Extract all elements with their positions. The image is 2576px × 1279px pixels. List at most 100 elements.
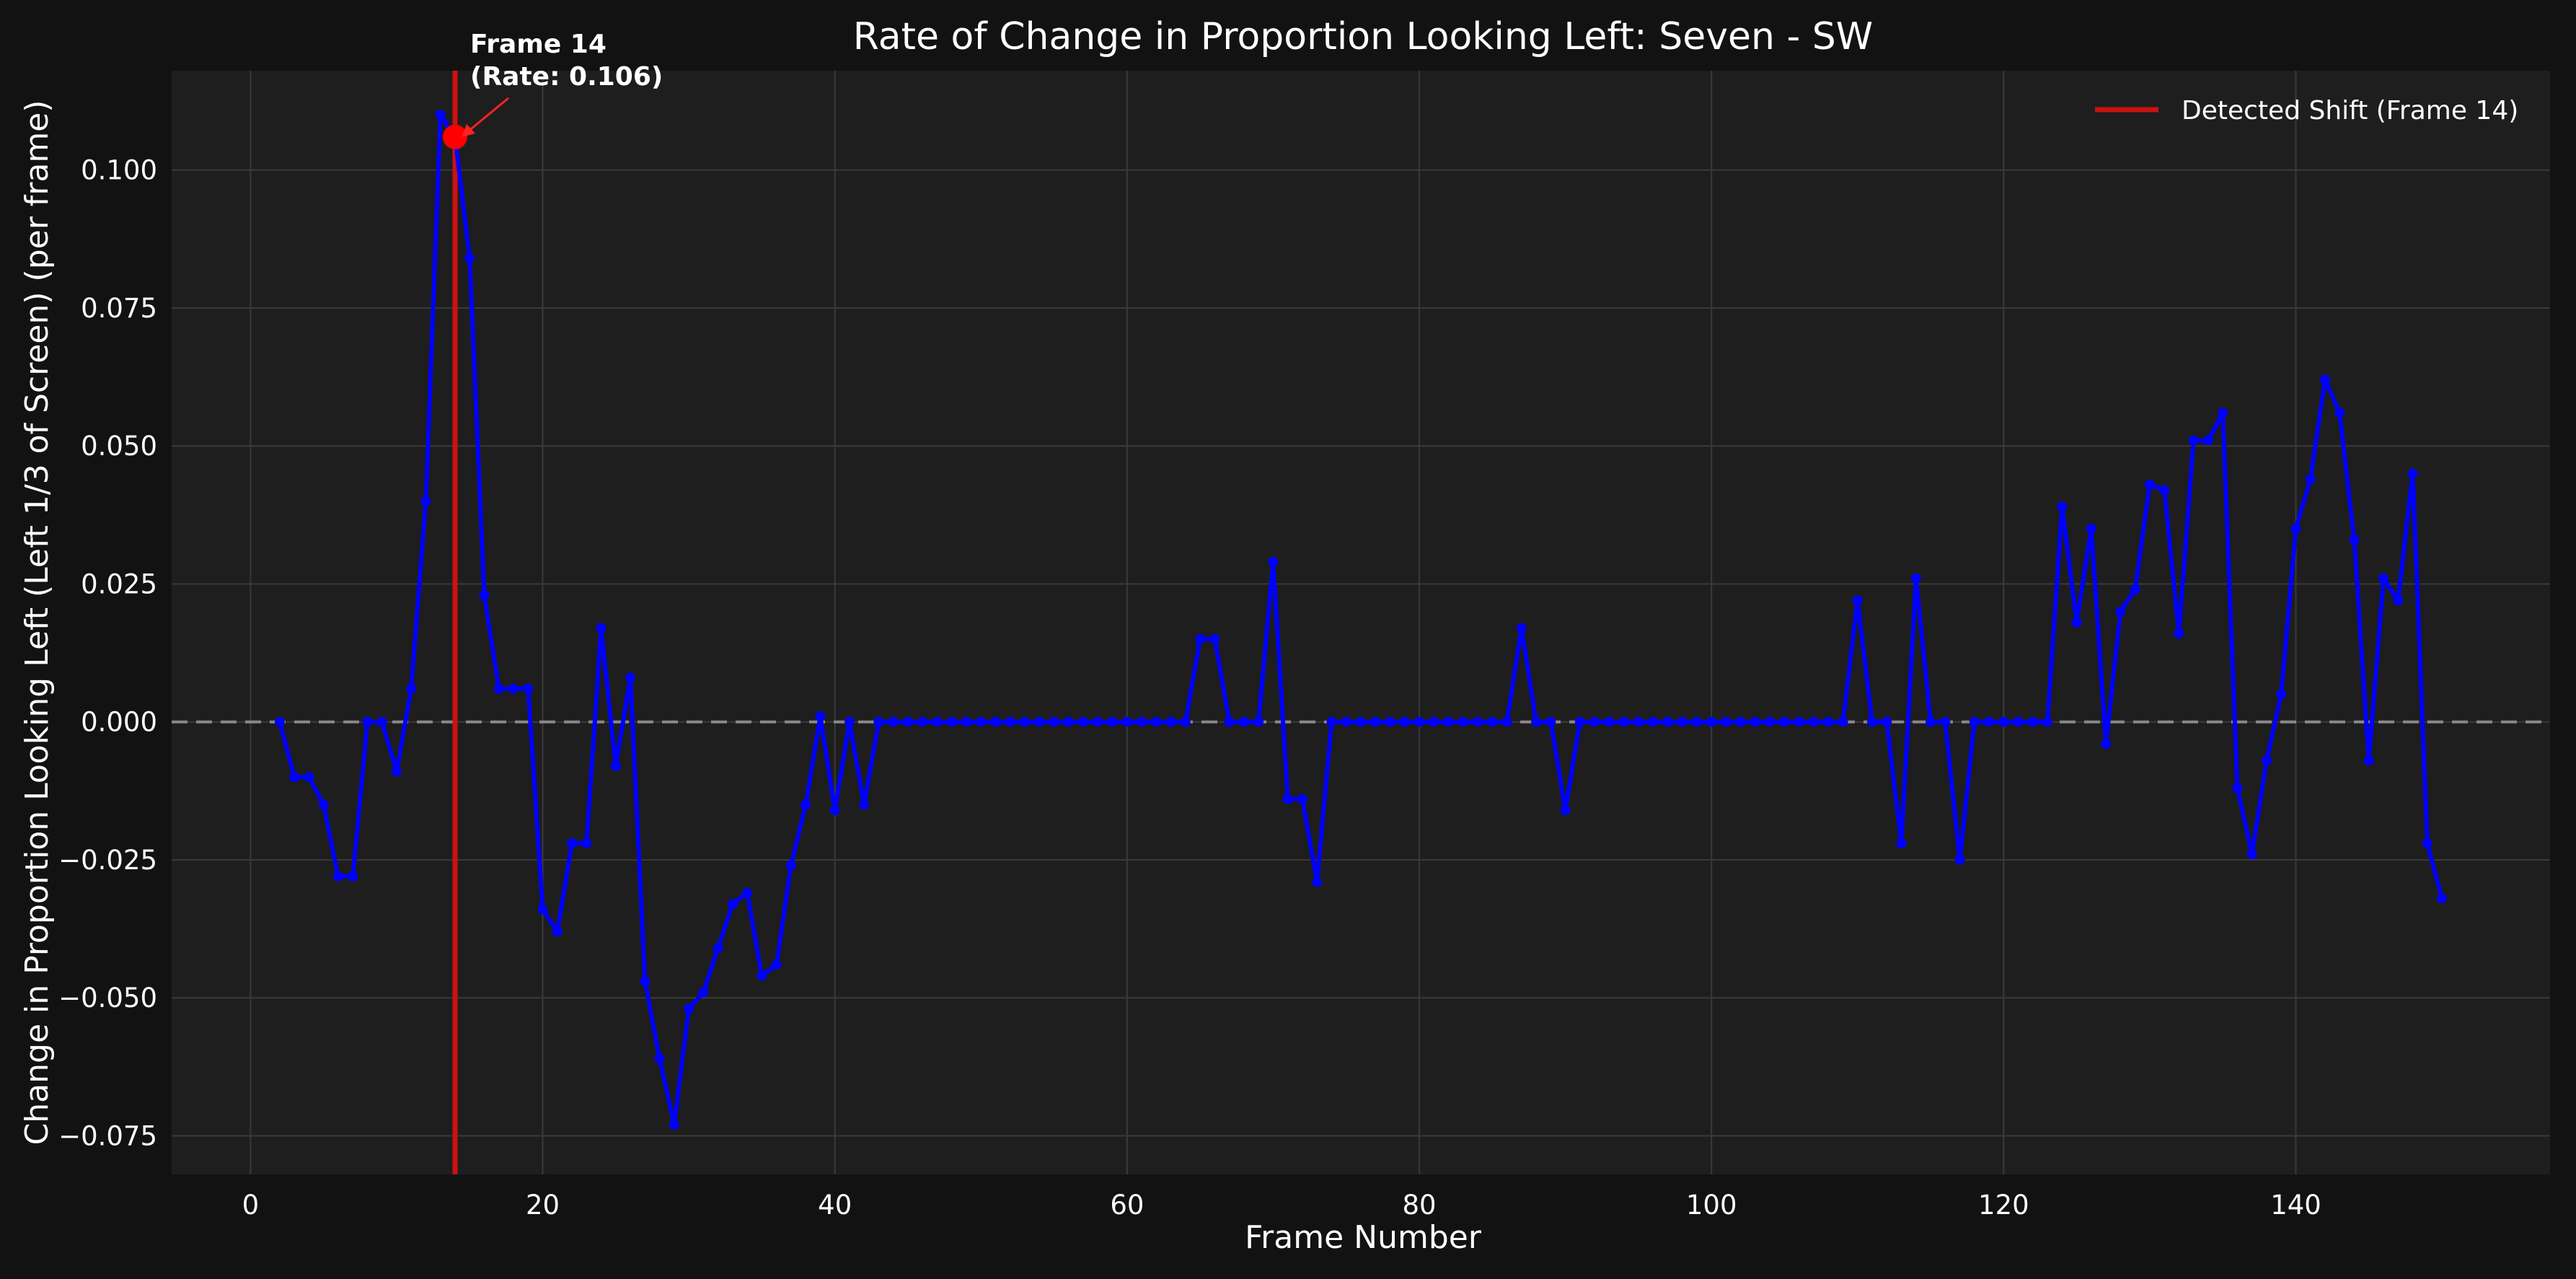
data-point — [1794, 716, 1804, 727]
chart-title: Rate of Change in Proportion Looking Lef… — [853, 15, 1873, 58]
data-point — [464, 253, 475, 264]
data-point — [2101, 739, 2112, 750]
data-point — [1735, 716, 1746, 727]
data-point — [1443, 716, 1454, 727]
y-ticks: −0.075 −0.050 −0.025 0.000 0.025 0.050 0.075 0.… — [58, 155, 157, 1152]
data-point — [537, 904, 548, 915]
data-point — [727, 899, 738, 910]
annotation-frame: Frame 14 — [470, 30, 606, 59]
data-point — [304, 772, 314, 783]
data-point — [2086, 523, 2096, 534]
data-point — [1531, 716, 1542, 727]
data-point — [1545, 716, 1556, 727]
data-point — [1574, 716, 1585, 727]
data-point — [1253, 716, 1264, 727]
annotation-arrow-shaft — [467, 97, 509, 133]
data-point — [961, 716, 972, 727]
data-point — [2013, 716, 2024, 727]
data-point — [2334, 408, 2345, 418]
data-point — [1370, 716, 1381, 727]
data-point — [289, 772, 300, 783]
x-ticks: 0 20 40 60 80 100 120 140 — [242, 1190, 2321, 1221]
data-point — [873, 716, 884, 727]
data-point — [713, 943, 723, 954]
data-point — [1706, 716, 1717, 727]
data-point — [581, 838, 592, 848]
data-point — [1750, 716, 1760, 727]
x-axis-label: Frame Number — [1245, 1219, 1482, 1256]
data-point — [1633, 716, 1644, 727]
data-point — [376, 716, 387, 727]
data-point — [1005, 716, 1015, 727]
data-point — [2027, 716, 2038, 727]
data-point — [1501, 716, 1512, 727]
data-point — [2057, 501, 2068, 512]
data-point — [1765, 716, 1776, 727]
data-point — [2174, 628, 2184, 639]
data-point — [1969, 716, 1980, 727]
data-point — [406, 683, 417, 694]
data-point — [1910, 573, 1921, 584]
data-point — [1618, 716, 1629, 727]
data-point — [274, 716, 285, 727]
x-tick-label: 80 — [1402, 1190, 1436, 1221]
data-point — [917, 716, 928, 727]
data-point — [1852, 595, 1863, 606]
data-point — [2159, 485, 2170, 496]
data-point — [1721, 716, 1732, 727]
data-point — [1078, 716, 1089, 727]
data-point — [2363, 755, 2374, 766]
data-point — [2422, 838, 2432, 848]
y-tick-label: 0.025 — [81, 568, 157, 599]
data-point — [829, 805, 840, 816]
detected-shift-marker — [443, 124, 468, 149]
data-point — [1457, 716, 1468, 727]
data-point — [1589, 716, 1600, 727]
data-point — [2202, 435, 2213, 446]
data-point — [1984, 716, 1995, 727]
data-point — [2071, 617, 2082, 628]
data-point — [2130, 584, 2140, 595]
data-point — [1838, 716, 1848, 727]
data-point — [1604, 716, 1615, 727]
x-tick-label: 40 — [818, 1190, 852, 1221]
y-tick-label: 0.000 — [81, 707, 157, 738]
x-tick-label: 120 — [1978, 1190, 2029, 1221]
data-point — [888, 716, 899, 727]
data-point — [625, 672, 636, 683]
data-point — [596, 623, 606, 633]
data-point — [1151, 716, 1162, 727]
x-tick-label: 140 — [2270, 1190, 2321, 1221]
data-point — [1356, 716, 1366, 727]
data-point — [2290, 523, 2301, 534]
y-tick-label: 0.050 — [81, 431, 157, 462]
legend: Detected Shift (Frame 14) — [2095, 96, 2518, 126]
data-point — [2188, 435, 2199, 446]
data-point — [1107, 716, 1118, 727]
y-tick-label: 0.100 — [81, 155, 157, 186]
data-point — [2437, 893, 2448, 904]
data-point — [1473, 716, 1483, 727]
data-point — [1385, 716, 1395, 727]
grid — [172, 71, 2550, 1174]
data-point — [1195, 633, 1206, 644]
data-point — [2232, 783, 2243, 794]
data-point — [2378, 573, 2389, 584]
data-point — [1282, 794, 1293, 804]
data-point — [2349, 535, 2360, 545]
data-point — [567, 838, 578, 848]
data-point — [1180, 716, 1191, 727]
data-point — [420, 496, 431, 506]
data-point — [771, 959, 782, 970]
data-point — [1648, 716, 1659, 727]
annotation-arrow-head — [462, 124, 475, 137]
data-point — [1926, 716, 1936, 727]
data-point — [1312, 876, 1323, 887]
data-point — [2276, 689, 2287, 700]
data-point — [1487, 716, 1498, 727]
data-point — [610, 760, 621, 771]
highlight-layer — [443, 124, 468, 149]
data-point — [479, 589, 490, 600]
data-point — [1238, 716, 1249, 727]
